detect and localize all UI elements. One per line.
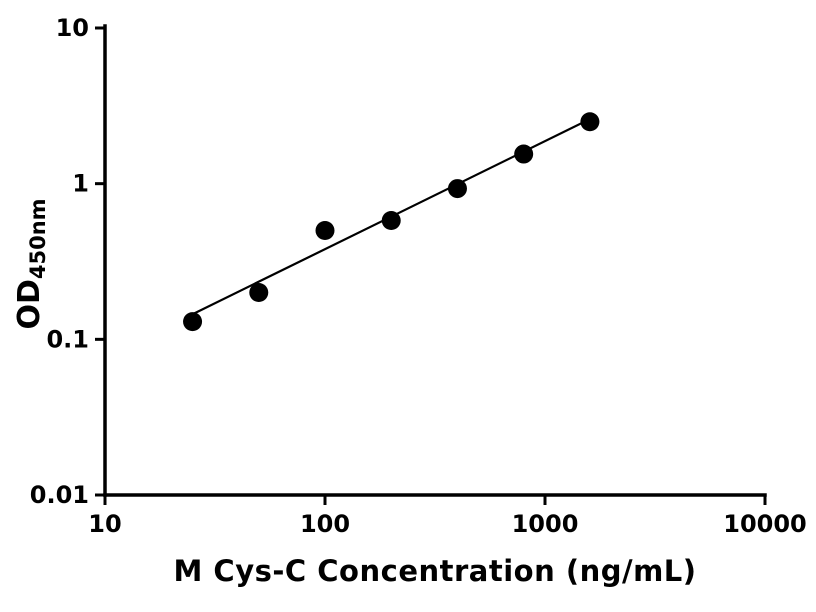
y-tick-label: 0.1 <box>46 325 89 353</box>
x-tick-label: 100 <box>300 510 350 538</box>
y-tick-label: 10 <box>56 14 89 42</box>
y-axis-label-text: OD <box>12 279 47 330</box>
data-point <box>447 179 467 199</box>
data-point <box>514 144 534 164</box>
x-tick-label: 10000 <box>723 510 807 538</box>
x-tick-label: 1000 <box>512 510 579 538</box>
data-point <box>315 221 335 241</box>
y-axis-label-subscript: 450nm <box>26 198 50 280</box>
data-point <box>249 282 269 302</box>
y-axis-label: OD450nm <box>10 154 50 374</box>
y-tick-label: 1 <box>72 170 89 198</box>
y-tick-label: 0.01 <box>30 481 89 509</box>
x-tick-label: 10 <box>88 510 121 538</box>
data-point <box>580 112 600 132</box>
data-point <box>183 312 203 332</box>
data-point <box>381 210 401 230</box>
x-axis-label: M Cys-C Concentration (ng/mL) <box>173 554 697 588</box>
